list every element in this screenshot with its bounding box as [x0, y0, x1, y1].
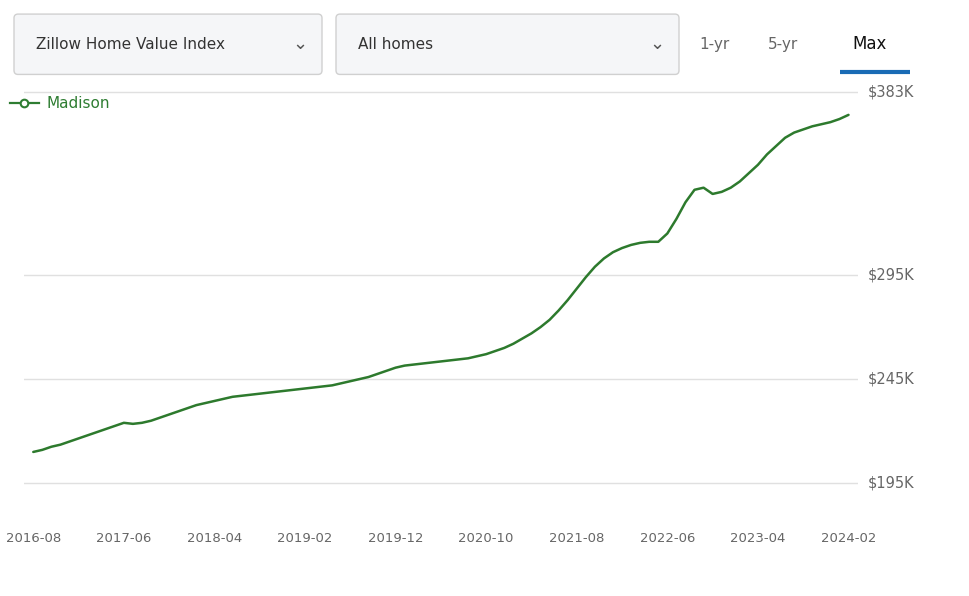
Text: $383K: $383K [867, 85, 914, 100]
Text: ⌄: ⌄ [649, 35, 665, 53]
Text: 5-yr: 5-yr [767, 37, 798, 52]
Text: $245K: $245K [867, 372, 915, 387]
Text: ⌄: ⌄ [293, 35, 307, 53]
FancyBboxPatch shape [336, 14, 679, 74]
Text: Max: Max [853, 35, 888, 53]
Text: Madison: Madison [47, 96, 110, 111]
Text: $295K: $295K [867, 268, 915, 283]
Text: 1-yr: 1-yr [699, 37, 729, 52]
Text: $195K: $195K [867, 476, 914, 491]
FancyBboxPatch shape [14, 14, 322, 74]
Text: Zillow Home Value Index: Zillow Home Value Index [36, 37, 225, 52]
Text: All homes: All homes [358, 37, 433, 52]
